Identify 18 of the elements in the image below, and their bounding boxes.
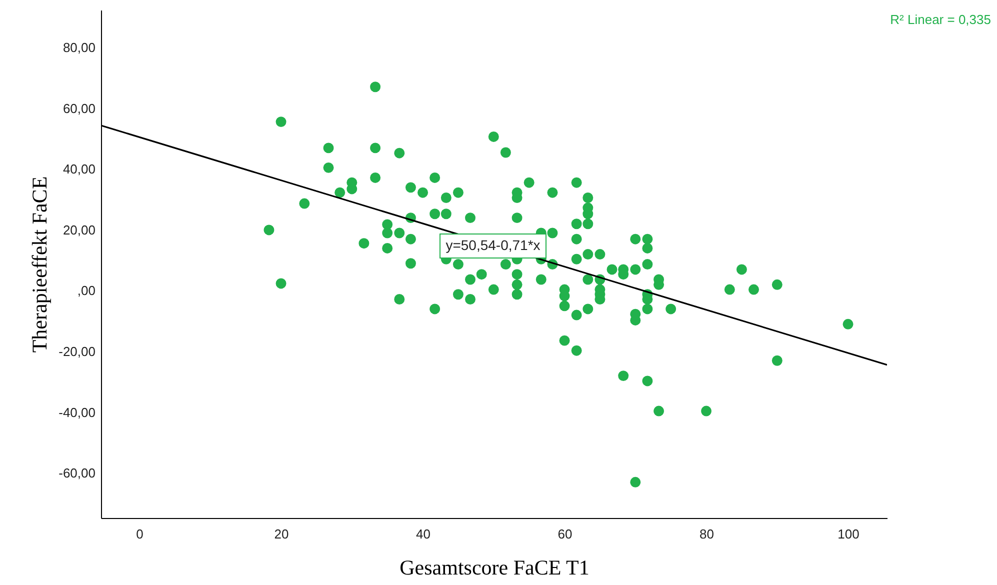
x-tick-label: 0 <box>136 526 144 542</box>
y-tick-label: 60,00 <box>62 100 96 116</box>
x-tick-label: 80 <box>700 526 714 542</box>
x-tick-label: 60 <box>558 526 572 542</box>
y-tick-label: -40,00 <box>58 404 96 420</box>
y-tick-label: 40,00 <box>62 162 96 177</box>
x-tick-label: 40 <box>416 526 431 542</box>
y-tick-label: 80,00 <box>62 40 96 56</box>
text: R² Linear = 0,335 <box>890 12 991 27</box>
y-tick-label: -20,00 <box>58 344 96 359</box>
annotation: y=50,54-0,71*x <box>446 237 540 253</box>
x-tick-label: 20 <box>274 526 289 542</box>
y-tick-label: ,00 <box>77 283 96 298</box>
x-axis-title: Gesamtscore FaCE T1 <box>400 556 590 580</box>
y-axis-title: Therapieeffekt FaCE <box>28 176 52 353</box>
x-tick-label: 100 <box>838 526 860 542</box>
y-tick-label: -60,00 <box>58 466 96 481</box>
y-tick-label: 20,00 <box>62 222 96 238</box>
